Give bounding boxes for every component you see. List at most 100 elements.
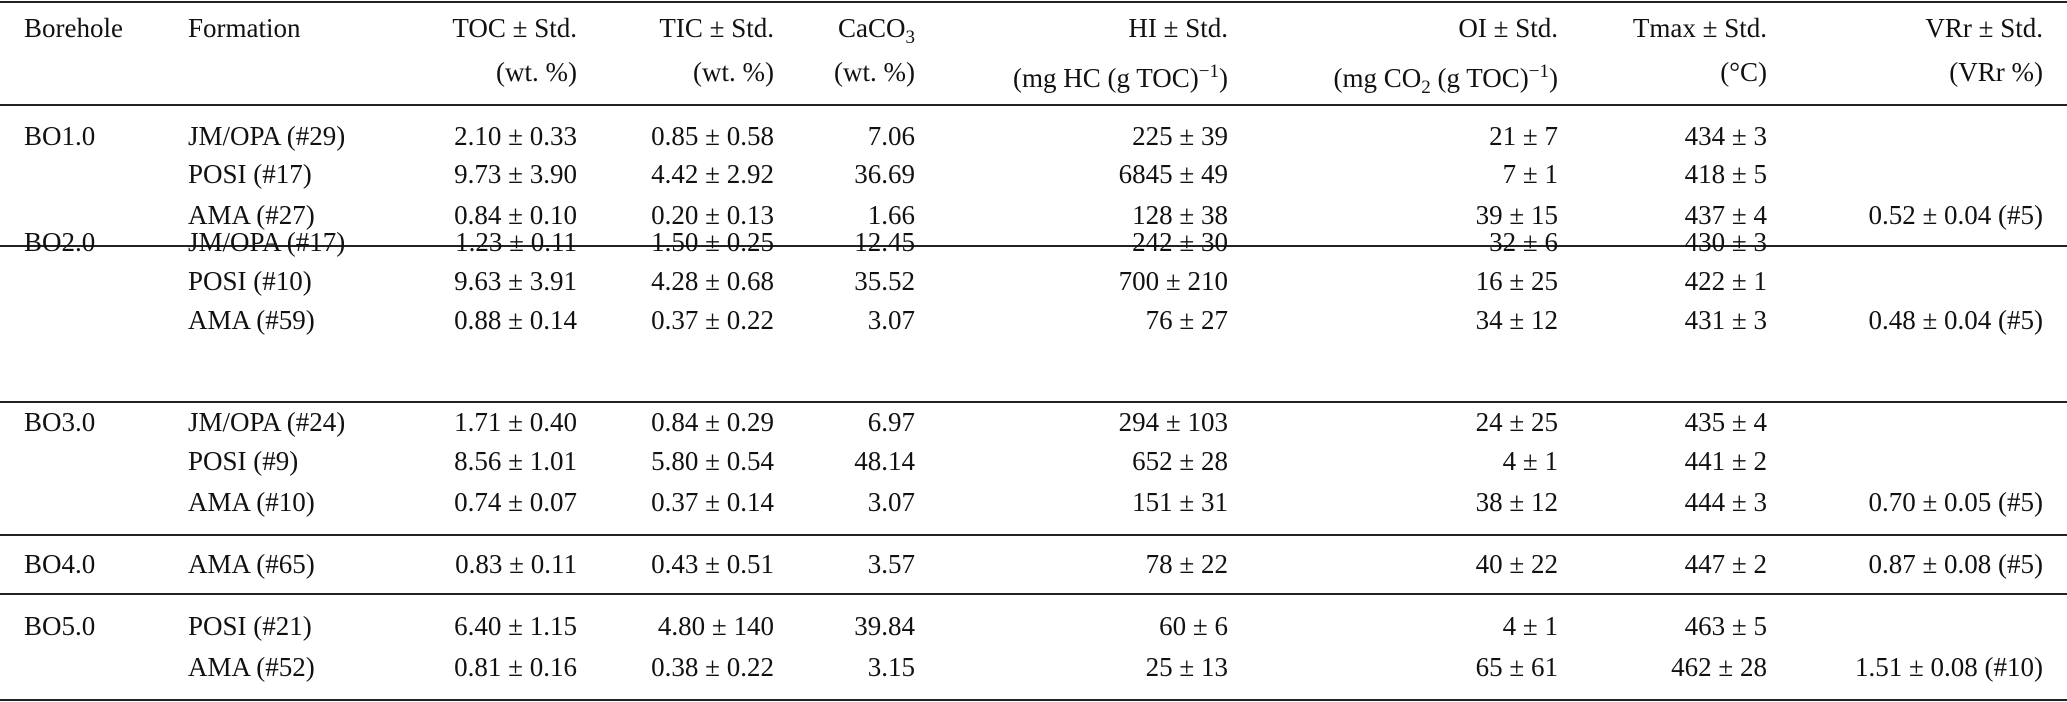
value-cell: 0.87 ± 0.08 (#5) xyxy=(1868,549,2043,579)
value-cell: 39.84 xyxy=(854,611,915,641)
value-cell: 1.71 ± 0.40 xyxy=(454,407,577,437)
group-rule xyxy=(0,534,2067,536)
header-cell: CaCO3 xyxy=(838,10,916,48)
value-cell: 24 ± 25 xyxy=(1475,407,1558,437)
value-cell: 0.37 ± 0.14 xyxy=(651,487,774,517)
value-cell: 6.40 ± 1.15 xyxy=(454,611,577,641)
formation-cell: POSI (#9) xyxy=(188,446,299,476)
value-cell: 7 ± 1 xyxy=(1502,159,1558,189)
formation-cell: POSI (#10) xyxy=(188,266,312,296)
value-cell: 0.88 ± 0.14 xyxy=(454,305,577,335)
group-rule xyxy=(0,245,2067,247)
borehole-cell: BO5.0 xyxy=(24,611,96,641)
value-cell: 34 ± 12 xyxy=(1475,305,1558,335)
value-cell: 5.80 ± 0.54 xyxy=(651,446,774,476)
formation-cell: JM/OPA (#24) xyxy=(188,407,346,437)
value-cell: 4.42 ± 2.92 xyxy=(651,159,774,189)
value-cell: 2.10 ± 0.33 xyxy=(454,121,577,151)
header-unit: (mg HC (g TOC)−1) xyxy=(1013,54,1228,93)
value-cell: 434 ± 3 xyxy=(1684,121,1767,151)
header-text: ) xyxy=(1219,63,1228,93)
value-cell: 294 ± 103 xyxy=(1118,407,1228,437)
value-cell: 0.74 ± 0.07 xyxy=(454,487,577,517)
value-cell: 38 ± 12 xyxy=(1475,487,1558,517)
value-cell: 422 ± 1 xyxy=(1684,266,1767,296)
value-cell: 0.70 ± 0.05 (#5) xyxy=(1868,487,2043,517)
value-cell: 9.63 ± 3.91 xyxy=(454,266,577,296)
value-cell: 151 ± 31 xyxy=(1132,487,1228,517)
value-cell: 652 ± 28 xyxy=(1132,446,1228,476)
value-cell: 463 ± 5 xyxy=(1684,611,1767,641)
value-cell: 0.37 ± 0.22 xyxy=(651,305,774,335)
header-cell: HI ± Std. xyxy=(1128,13,1228,43)
header-text: ) xyxy=(1549,63,1558,93)
value-cell: 0.83 ± 0.11 xyxy=(455,549,577,579)
formation-cell: AMA (#10) xyxy=(188,487,315,517)
value-cell: 0.38 ± 0.22 xyxy=(651,652,774,682)
value-cell: 441 ± 2 xyxy=(1684,446,1767,476)
value-cell: 418 ± 5 xyxy=(1684,159,1767,189)
value-cell: 4 ± 1 xyxy=(1502,611,1558,641)
value-cell: 78 ± 22 xyxy=(1145,549,1228,579)
value-cell: 0.43 ± 0.51 xyxy=(651,549,774,579)
value-cell: 1.50 ± 0.25 xyxy=(651,227,774,257)
formation-cell: JM/OPA (#17) xyxy=(188,227,346,257)
header-cell: Tmax ± Std. xyxy=(1632,13,1767,43)
value-cell: 4 ± 1 xyxy=(1502,446,1558,476)
header-unit: (mg CO2 (g TOC)−1) xyxy=(1333,54,1558,98)
value-cell: 0.81 ± 0.16 xyxy=(454,652,577,682)
subscript: 2 xyxy=(1421,77,1431,98)
value-cell: 444 ± 3 xyxy=(1684,487,1767,517)
header-cell: Formation xyxy=(188,13,301,43)
value-cell: 12.45 xyxy=(854,227,915,257)
header-cell: Borehole xyxy=(24,13,123,43)
value-cell: 1.23 ± 0.11 xyxy=(455,227,577,257)
borehole-cell: BO3.0 xyxy=(24,407,96,437)
header-unit: (wt. %) xyxy=(693,57,774,87)
header-text: CaCO xyxy=(838,13,906,43)
header-cell: OI ± Std. xyxy=(1458,13,1558,43)
value-cell: 32 ± 6 xyxy=(1489,227,1558,257)
header-text: (mg HC (g TOC) xyxy=(1013,63,1199,93)
value-cell: 36.69 xyxy=(854,159,915,189)
formation-cell: AMA (#27) xyxy=(188,200,315,230)
value-cell: 35.52 xyxy=(854,266,915,296)
group-rule xyxy=(0,401,2067,403)
value-cell: 447 ± 2 xyxy=(1684,549,1767,579)
header-rule xyxy=(0,104,2067,106)
header-unit: (VRr %) xyxy=(1949,57,2043,87)
value-cell: 0.48 ± 0.04 (#5) xyxy=(1868,305,2043,335)
value-cell: 430 ± 3 xyxy=(1684,227,1767,257)
value-cell: 6.97 xyxy=(867,407,915,437)
formation-cell: POSI (#17) xyxy=(188,159,312,189)
value-cell: 4.80 ± 140 xyxy=(657,611,774,641)
superscript: −1 xyxy=(1198,61,1219,82)
superscript: −1 xyxy=(1528,61,1549,82)
value-cell: 1.51 ± 0.08 (#10) xyxy=(1854,652,2043,682)
formation-cell: AMA (#59) xyxy=(188,305,315,335)
value-cell: 3.15 xyxy=(867,652,915,682)
header-unit: (wt. %) xyxy=(834,57,915,87)
header-cell: VRr ± Std. xyxy=(1925,13,2043,43)
value-cell: 7.06 xyxy=(867,121,915,151)
subscript: 3 xyxy=(905,27,916,48)
formation-cell: AMA (#52) xyxy=(188,652,315,682)
value-cell: 48.14 xyxy=(854,446,915,476)
value-cell: 40 ± 22 xyxy=(1475,549,1558,579)
value-cell: 0.52 ± 0.04 (#5) xyxy=(1868,200,2043,230)
value-cell: 3.07 xyxy=(867,305,915,335)
header-text: (g TOC) xyxy=(1430,63,1529,93)
header-text: (mg CO xyxy=(1333,63,1422,93)
value-cell: 0.84 ± 0.29 xyxy=(651,407,774,437)
value-cell: 39 ± 15 xyxy=(1475,200,1558,230)
value-cell: 16 ± 25 xyxy=(1475,266,1558,296)
formation-cell: AMA (#65) xyxy=(188,549,315,579)
value-cell: 6845 ± 49 xyxy=(1118,159,1228,189)
header-unit: (wt. %) xyxy=(496,57,577,87)
borehole-cell: BO1.0 xyxy=(24,121,96,151)
value-cell: 3.57 xyxy=(867,549,915,579)
value-cell: 0.85 ± 0.58 xyxy=(651,121,774,151)
value-cell: 462 ± 28 xyxy=(1671,652,1767,682)
value-cell: 21 ± 7 xyxy=(1489,121,1558,151)
